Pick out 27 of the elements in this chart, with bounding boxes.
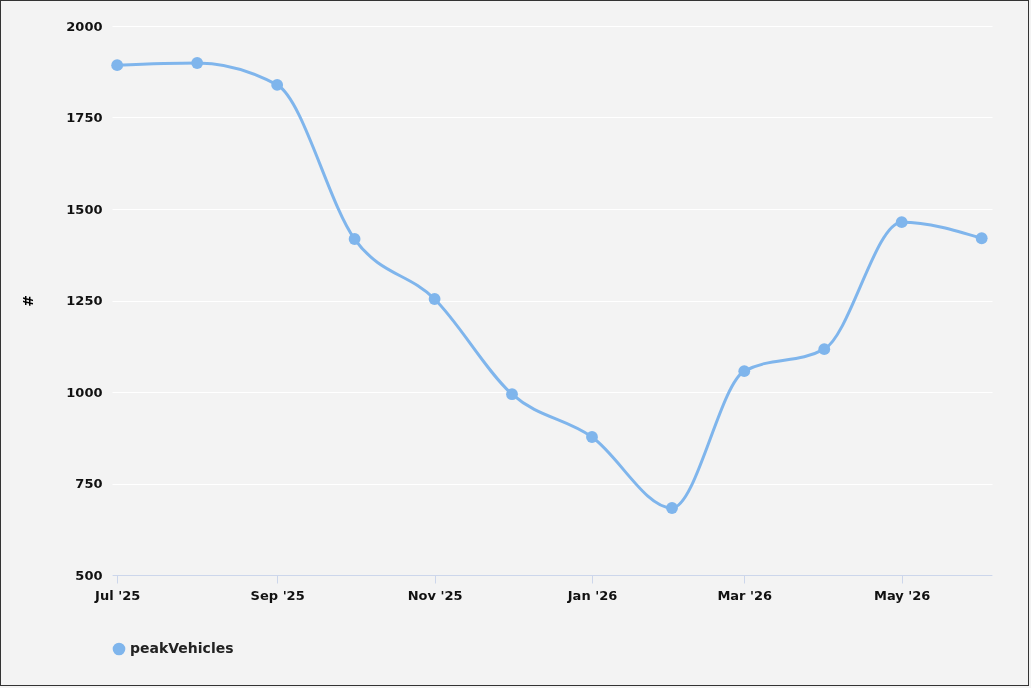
x-tick-label: Jul '25 — [94, 587, 141, 603]
point — [271, 79, 284, 91]
y-tick-label: 1500 — [66, 201, 103, 217]
x-tick-label: Nov '25 — [407, 587, 463, 603]
point — [818, 343, 831, 356]
y-tick-label: 1750 — [66, 110, 103, 125]
x-tick-label: Sep '25 — [250, 587, 305, 603]
point — [666, 502, 678, 514]
x-tick-label: May '26 — [873, 587, 931, 603]
point — [975, 232, 988, 245]
point — [895, 216, 908, 229]
y-tick-label: 500 — [75, 567, 103, 583]
point — [586, 431, 598, 443]
point — [348, 233, 361, 245]
point — [428, 293, 441, 305]
x-tick-label: Mar '26 — [717, 587, 773, 603]
y-axis-title: # — [20, 295, 37, 307]
y-tick-label: 1000 — [66, 384, 103, 400]
point — [506, 388, 518, 401]
point — [738, 365, 751, 378]
x-tick-label: Jan '26 — [566, 587, 618, 603]
point — [111, 59, 124, 72]
y-tick-label: 1250 — [66, 293, 103, 308]
point — [191, 57, 204, 69]
y-tick-label: 2000 — [66, 18, 103, 34]
legend-label: peakVehicles — [130, 640, 234, 656]
y-tick-label: 750 — [75, 476, 103, 491]
